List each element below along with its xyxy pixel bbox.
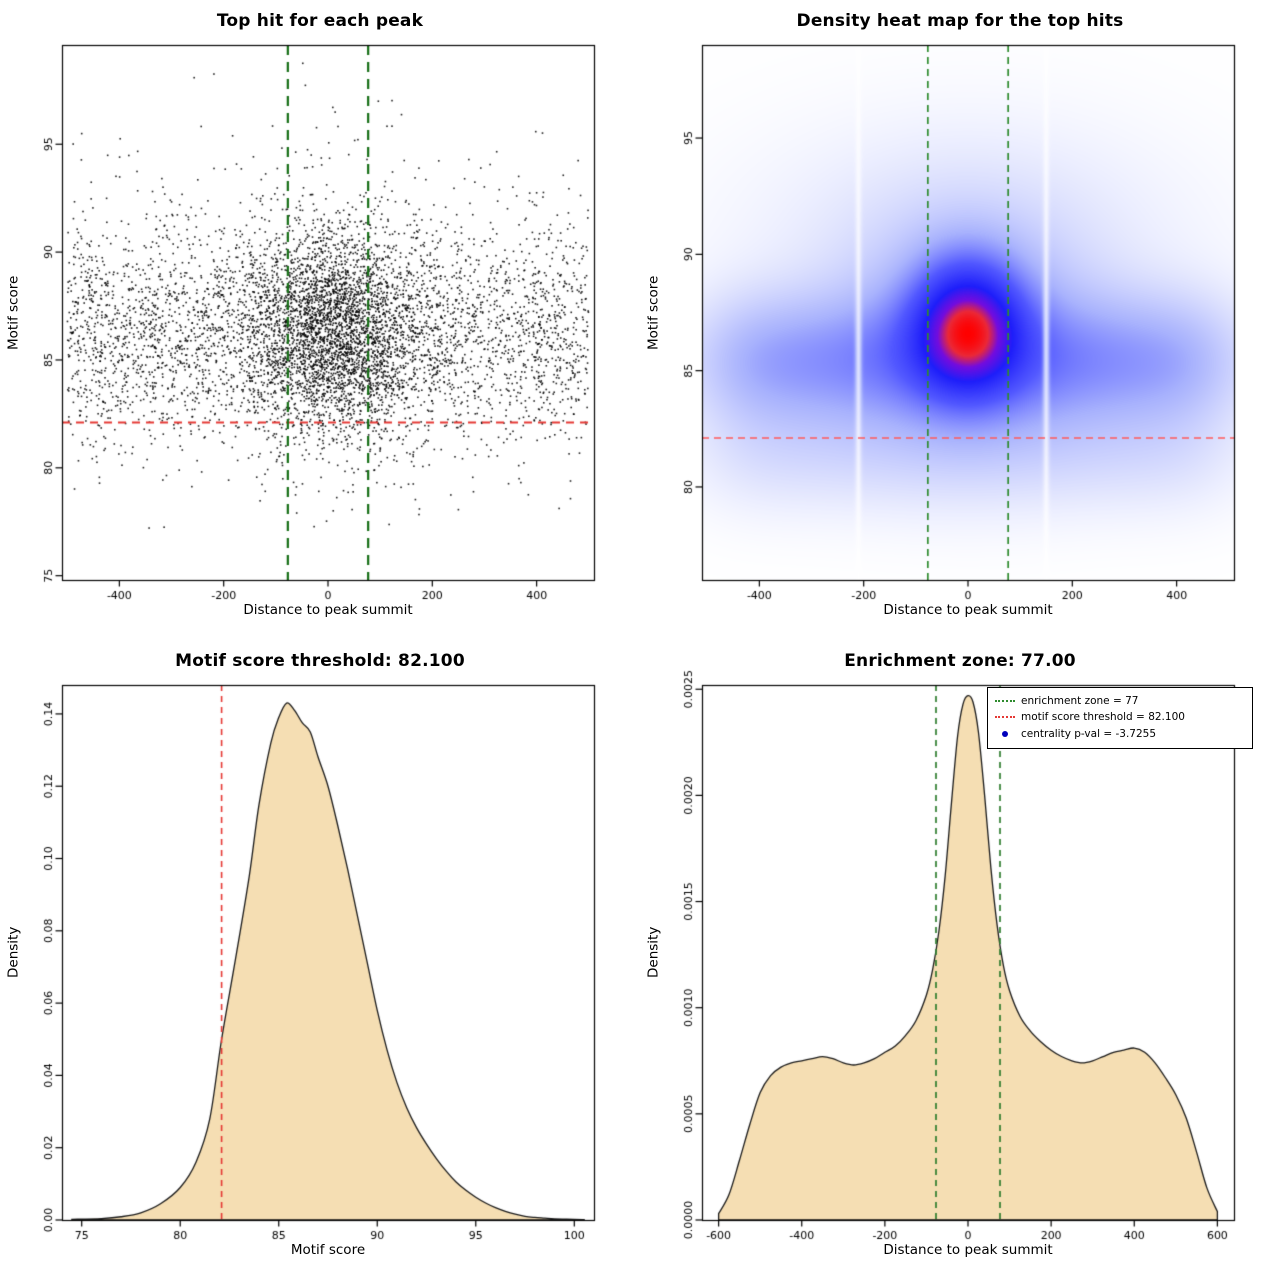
legend-label: centrality p-val = -3.7255 [1021,727,1156,740]
legend-label: enrichment zone = 77 [1021,695,1139,707]
x-axis-label: Distance to peak summit [883,602,1053,618]
heatmap-canvas [640,0,1280,640]
chart-title: Enrichment zone: 77.00 [844,651,1076,671]
legend-item-enrichment-zone: enrichment zone = 77 [995,693,1245,709]
chart-title: Top hit for each peak [216,11,424,31]
x-axis-label: Distance to peak summit [243,602,413,618]
chart-title: Density heat map for the top hits [796,11,1124,31]
y-axis-label: Density [5,926,22,979]
y-axis-label: Motif score [645,275,662,350]
motif-density-canvas [0,640,640,1280]
panel-density-heatmap: Density heat map for the top hits Motif … [640,0,1280,640]
legend-label: motif score threshold = 82.100 [1021,711,1185,724]
panel-enrichment-zone-density: Enrichment zone: 77.00 Density Distance … [640,640,1280,1280]
enrichment-zone-line-icon [995,700,1015,703]
motif-threshold-line-icon [995,716,1015,719]
centrality-pval-dot-icon [1002,730,1008,737]
legend-box: enrichment zone = 77 motif score thresho… [987,687,1253,749]
panel-motif-score-density: Motif score threshold: 82.100 Density Mo… [0,640,640,1280]
x-axis-label: Distance to peak summit [883,1242,1053,1258]
x-axis-label: Motif score [290,1242,366,1258]
y-axis-label: Density [645,926,662,979]
panel-top-hit-scatter: Top hit for each peak Motif score Distan… [0,0,640,640]
y-axis-label: Motif score [5,275,22,350]
legend-item-motif-threshold: motif score threshold = 82.100 [995,709,1245,725]
scatter-plot-canvas [0,0,640,640]
chart-title: Motif score threshold: 82.100 [175,651,465,671]
legend-item-centrality-pval: centrality p-val = -3.7255 [995,726,1245,742]
